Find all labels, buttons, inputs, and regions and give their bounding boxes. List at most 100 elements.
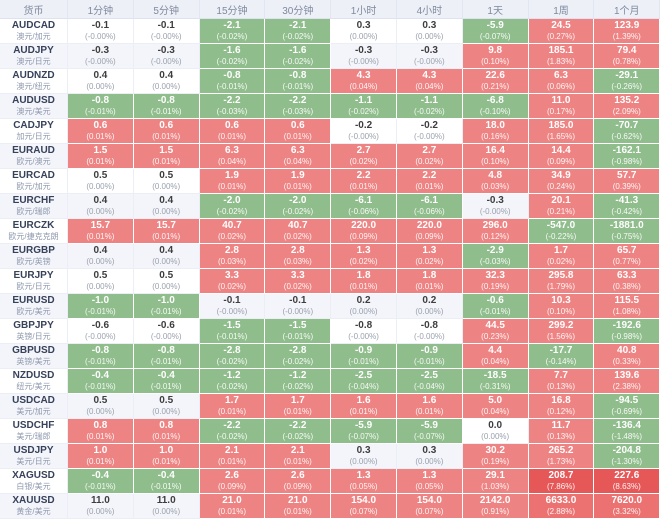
heatmap-cell[interactable]: 0.8 (0.01%) — [133, 419, 200, 444]
heatmap-cell[interactable]: 11.0 (0.17%) — [528, 94, 595, 119]
heatmap-cell[interactable]: 0.5 (0.00%) — [68, 269, 134, 294]
heatmap-cell[interactable]: 208.7 (7.86%) — [528, 469, 595, 494]
heatmap-cell[interactable]: 220.0 (0.09%) — [396, 219, 463, 244]
heatmap-cell[interactable]: -0.3 (-0.00%) — [331, 44, 397, 69]
heatmap-cell[interactable]: 1.7 (0.02%) — [528, 244, 595, 269]
heatmap-cell[interactable]: 123.9 (1.39%) — [594, 19, 660, 44]
heatmap-cell[interactable]: 21.0 (0.01%) — [199, 494, 266, 519]
heatmap-cell[interactable]: 29.1 (1.03%) — [462, 469, 529, 494]
heatmap-cell[interactable]: -2.0 (-0.02%) — [199, 194, 266, 219]
heatmap-cell[interactable]: 16.4 (0.10%) — [462, 144, 529, 169]
heatmap-cell[interactable]: -94.5 (-0.69%) — [594, 394, 660, 419]
heatmap-cell[interactable]: 40.8 (0.33%) — [594, 344, 660, 369]
heatmap-cell[interactable]: 0.4 (0.00%) — [133, 69, 200, 94]
heatmap-cell[interactable]: 6633.0 (2.88%) — [528, 494, 595, 519]
heatmap-cell[interactable]: 6.3 (0.04%) — [265, 144, 332, 169]
currency-pair-cell[interactable]: AUDUSD 澳元/美元 — [0, 94, 68, 119]
heatmap-cell[interactable]: 15.7 (0.01%) — [133, 219, 200, 244]
heatmap-cell[interactable]: -5.9 (-0.07%) — [331, 419, 397, 444]
heatmap-cell[interactable]: 20.1 (0.21%) — [528, 194, 595, 219]
heatmap-cell[interactable]: 1.5 (0.01%) — [68, 144, 134, 169]
heatmap-cell[interactable]: -70.7 (-0.62%) — [594, 119, 660, 144]
heatmap-cell[interactable]: -2.1 (-0.02%) — [199, 19, 266, 44]
heatmap-cell[interactable]: -0.1 (-0.00%) — [133, 19, 200, 44]
heatmap-cell[interactable]: 227.6 (8.63%) — [594, 469, 660, 494]
heatmap-cell[interactable]: -136.4 (-1.48%) — [594, 419, 660, 444]
heatmap-cell[interactable]: -2.0 (-0.02%) — [265, 194, 332, 219]
heatmap-cell[interactable]: 1.3 (0.05%) — [331, 469, 397, 494]
heatmap-cell[interactable]: -1.2 (-0.02%) — [265, 369, 332, 394]
heatmap-cell[interactable]: -6.8 (-0.10%) — [462, 94, 529, 119]
heatmap-cell[interactable]: -0.8 (-0.01%) — [265, 69, 332, 94]
heatmap-cell[interactable]: 1.5 (0.01%) — [133, 144, 200, 169]
heatmap-cell[interactable]: 3.3 (0.02%) — [199, 269, 266, 294]
heatmap-cell[interactable]: 40.7 (0.02%) — [265, 219, 332, 244]
heatmap-cell[interactable]: 1.3 (0.05%) — [396, 469, 463, 494]
heatmap-cell[interactable]: -2.2 (-0.02%) — [199, 419, 266, 444]
heatmap-cell[interactable]: -41.3 (-0.42%) — [594, 194, 660, 219]
heatmap-cell[interactable]: -1881.0 (-0.75%) — [594, 219, 660, 244]
heatmap-cell[interactable]: 0.4 (0.00%) — [133, 194, 200, 219]
heatmap-cell[interactable]: 6.3 (0.04%) — [199, 144, 266, 169]
heatmap-cell[interactable]: -2.2 (-0.03%) — [199, 94, 266, 119]
heatmap-cell[interactable]: 1.7 (0.01%) — [265, 394, 332, 419]
heatmap-cell[interactable]: 0.6 (0.01%) — [265, 119, 332, 144]
heatmap-cell[interactable]: 30.2 (0.19%) — [462, 444, 529, 469]
heatmap-cell[interactable]: 0.5 (0.00%) — [68, 169, 134, 194]
heatmap-cell[interactable]: 1.6 (0.01%) — [396, 394, 463, 419]
heatmap-cell[interactable]: 185.1 (1.83%) — [528, 44, 595, 69]
currency-pair-cell[interactable]: USDCHF 美元/瑞郎 — [0, 419, 68, 444]
heatmap-cell[interactable]: 154.0 (0.07%) — [396, 494, 463, 519]
heatmap-cell[interactable]: 32.3 (0.19%) — [462, 269, 529, 294]
heatmap-cell[interactable]: -0.8 (-0.00%) — [331, 319, 397, 344]
heatmap-cell[interactable]: 2.1 (0.01%) — [199, 444, 266, 469]
heatmap-cell[interactable]: 2142.0 (0.91%) — [462, 494, 529, 519]
heatmap-cell[interactable]: 2.1 (0.01%) — [265, 444, 332, 469]
heatmap-cell[interactable]: -0.2 (-0.00%) — [331, 119, 397, 144]
heatmap-cell[interactable]: 0.4 (0.00%) — [68, 194, 134, 219]
heatmap-cell[interactable]: 0.5 (0.00%) — [133, 394, 200, 419]
heatmap-cell[interactable]: -0.6 (-0.00%) — [133, 319, 200, 344]
heatmap-cell[interactable]: -2.8 (-0.02%) — [265, 344, 332, 369]
heatmap-cell[interactable]: -0.3 (-0.00%) — [462, 194, 529, 219]
heatmap-cell[interactable]: 34.9 (0.24%) — [528, 169, 595, 194]
heatmap-cell[interactable]: -5.9 (-0.07%) — [462, 19, 529, 44]
heatmap-cell[interactable]: 57.7 (0.39%) — [594, 169, 660, 194]
heatmap-cell[interactable]: 1.3 (0.02%) — [331, 244, 397, 269]
heatmap-cell[interactable]: 0.3 (0.00%) — [396, 19, 463, 44]
heatmap-cell[interactable]: -1.0 (-0.01%) — [133, 294, 200, 319]
currency-pair-cell[interactable]: AUDJPY 澳元/日元 — [0, 44, 68, 69]
heatmap-cell[interactable]: 1.8 (0.01%) — [396, 269, 463, 294]
heatmap-cell[interactable]: -0.8 (-0.01%) — [133, 94, 200, 119]
heatmap-cell[interactable]: -0.9 (-0.01%) — [396, 344, 463, 369]
heatmap-cell[interactable]: -0.1 (-0.00%) — [68, 19, 134, 44]
heatmap-cell[interactable]: 0.0 (0.00%) — [462, 419, 529, 444]
heatmap-cell[interactable]: -2.1 (-0.02%) — [265, 19, 332, 44]
heatmap-cell[interactable]: 265.2 (1.73%) — [528, 444, 595, 469]
heatmap-cell[interactable]: 0.3 (0.00%) — [331, 19, 397, 44]
heatmap-cell[interactable]: -29.1 (-0.26%) — [594, 69, 660, 94]
heatmap-cell[interactable]: -0.2 (-0.00%) — [396, 119, 463, 144]
heatmap-cell[interactable]: 10.3 (0.10%) — [528, 294, 595, 319]
heatmap-cell[interactable]: -204.8 (-1.30%) — [594, 444, 660, 469]
heatmap-cell[interactable]: 135.2 (2.09%) — [594, 94, 660, 119]
currency-pair-cell[interactable]: USDCAD 美元/加元 — [0, 394, 68, 419]
heatmap-cell[interactable]: 1.7 (0.01%) — [199, 394, 266, 419]
heatmap-cell[interactable]: 18.0 (0.16%) — [462, 119, 529, 144]
heatmap-cell[interactable]: 40.7 (0.02%) — [199, 219, 266, 244]
heatmap-cell[interactable]: 44.5 (0.23%) — [462, 319, 529, 344]
heatmap-cell[interactable]: -1.6 (-0.02%) — [265, 44, 332, 69]
heatmap-cell[interactable]: 1.9 (0.01%) — [265, 169, 332, 194]
heatmap-cell[interactable]: 2.2 (0.01%) — [396, 169, 463, 194]
heatmap-cell[interactable]: -2.8 (-0.02%) — [199, 344, 266, 369]
heatmap-cell[interactable]: 0.6 (0.01%) — [133, 119, 200, 144]
heatmap-cell[interactable]: 154.0 (0.07%) — [331, 494, 397, 519]
heatmap-cell[interactable]: -0.8 (-0.01%) — [68, 94, 134, 119]
heatmap-cell[interactable]: -0.4 (-0.01%) — [133, 469, 200, 494]
heatmap-cell[interactable]: 11.0 (0.00%) — [68, 494, 134, 519]
heatmap-cell[interactable]: -17.7 (-0.14%) — [528, 344, 595, 369]
heatmap-cell[interactable]: 0.3 (0.00%) — [331, 444, 397, 469]
heatmap-cell[interactable]: 4.8 (0.03%) — [462, 169, 529, 194]
heatmap-cell[interactable]: 9.8 (0.10%) — [462, 44, 529, 69]
heatmap-cell[interactable]: 2.7 (0.02%) — [331, 144, 397, 169]
